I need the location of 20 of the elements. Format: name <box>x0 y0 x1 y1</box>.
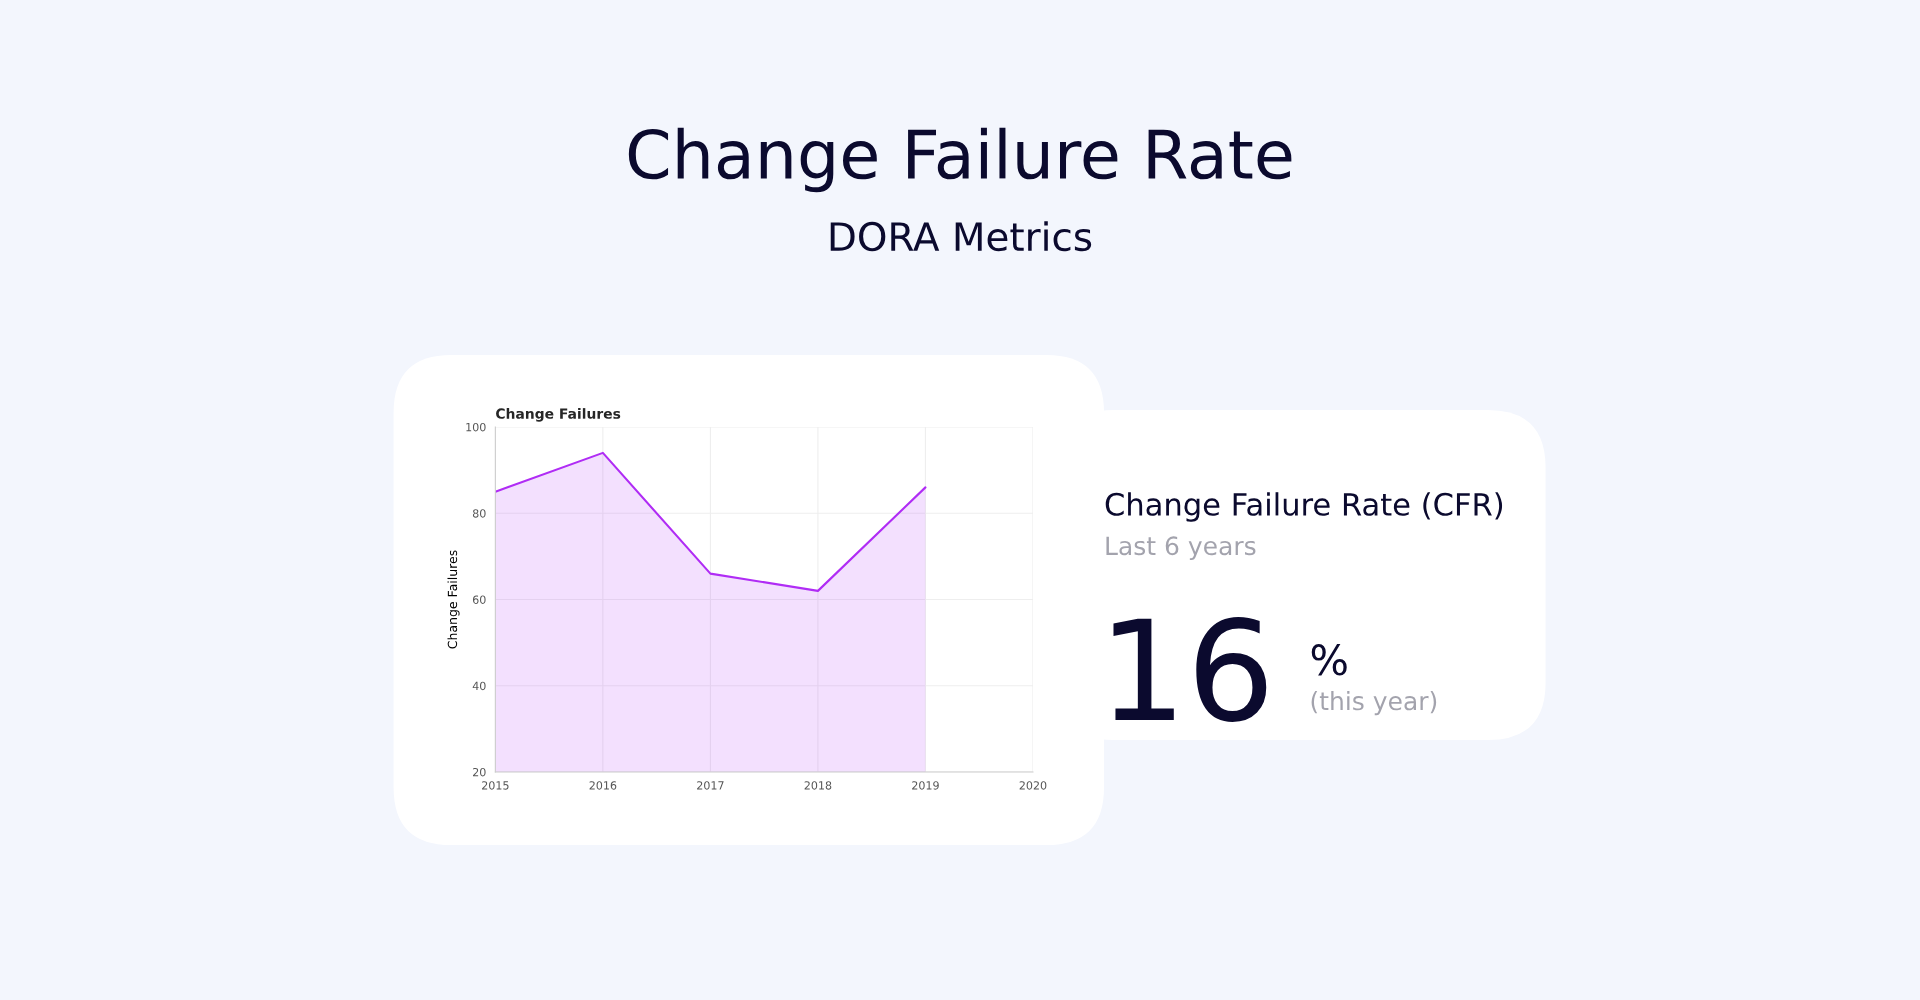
text: 16 <box>1113 616 1267 722</box>
text: Last 6 years <box>1106 536 1256 561</box>
y-tick-label: 60 <box>472 595 486 604</box>
text: Change Failure Rate <box>628 127 1292 193</box>
y-tick-label: 20 <box>473 767 486 777</box>
x-tick-label: 2015 <box>482 781 509 790</box>
y-axis-title: Change Failures <box>447 550 460 649</box>
text: DORA Metrics <box>830 221 1092 252</box>
x-tick-label: 2020 <box>1019 781 1047 790</box>
x-tick-label: 2016 <box>589 781 617 790</box>
chart-title: Change Failures <box>496 408 621 422</box>
x-tick-label: 2017 <box>697 781 724 790</box>
x-tick-label: 2019 <box>912 781 939 790</box>
x-tick-label: 2018 <box>804 781 832 790</box>
text: % <box>1311 644 1347 676</box>
y-tick-label: 80 <box>472 509 486 518</box>
text: Change Failure Rate (CFR) <box>1105 492 1503 522</box>
text: (this year) <box>1311 691 1437 716</box>
y-tick-label: 100 <box>466 422 486 432</box>
y-tick-label: 40 <box>472 681 486 691</box>
